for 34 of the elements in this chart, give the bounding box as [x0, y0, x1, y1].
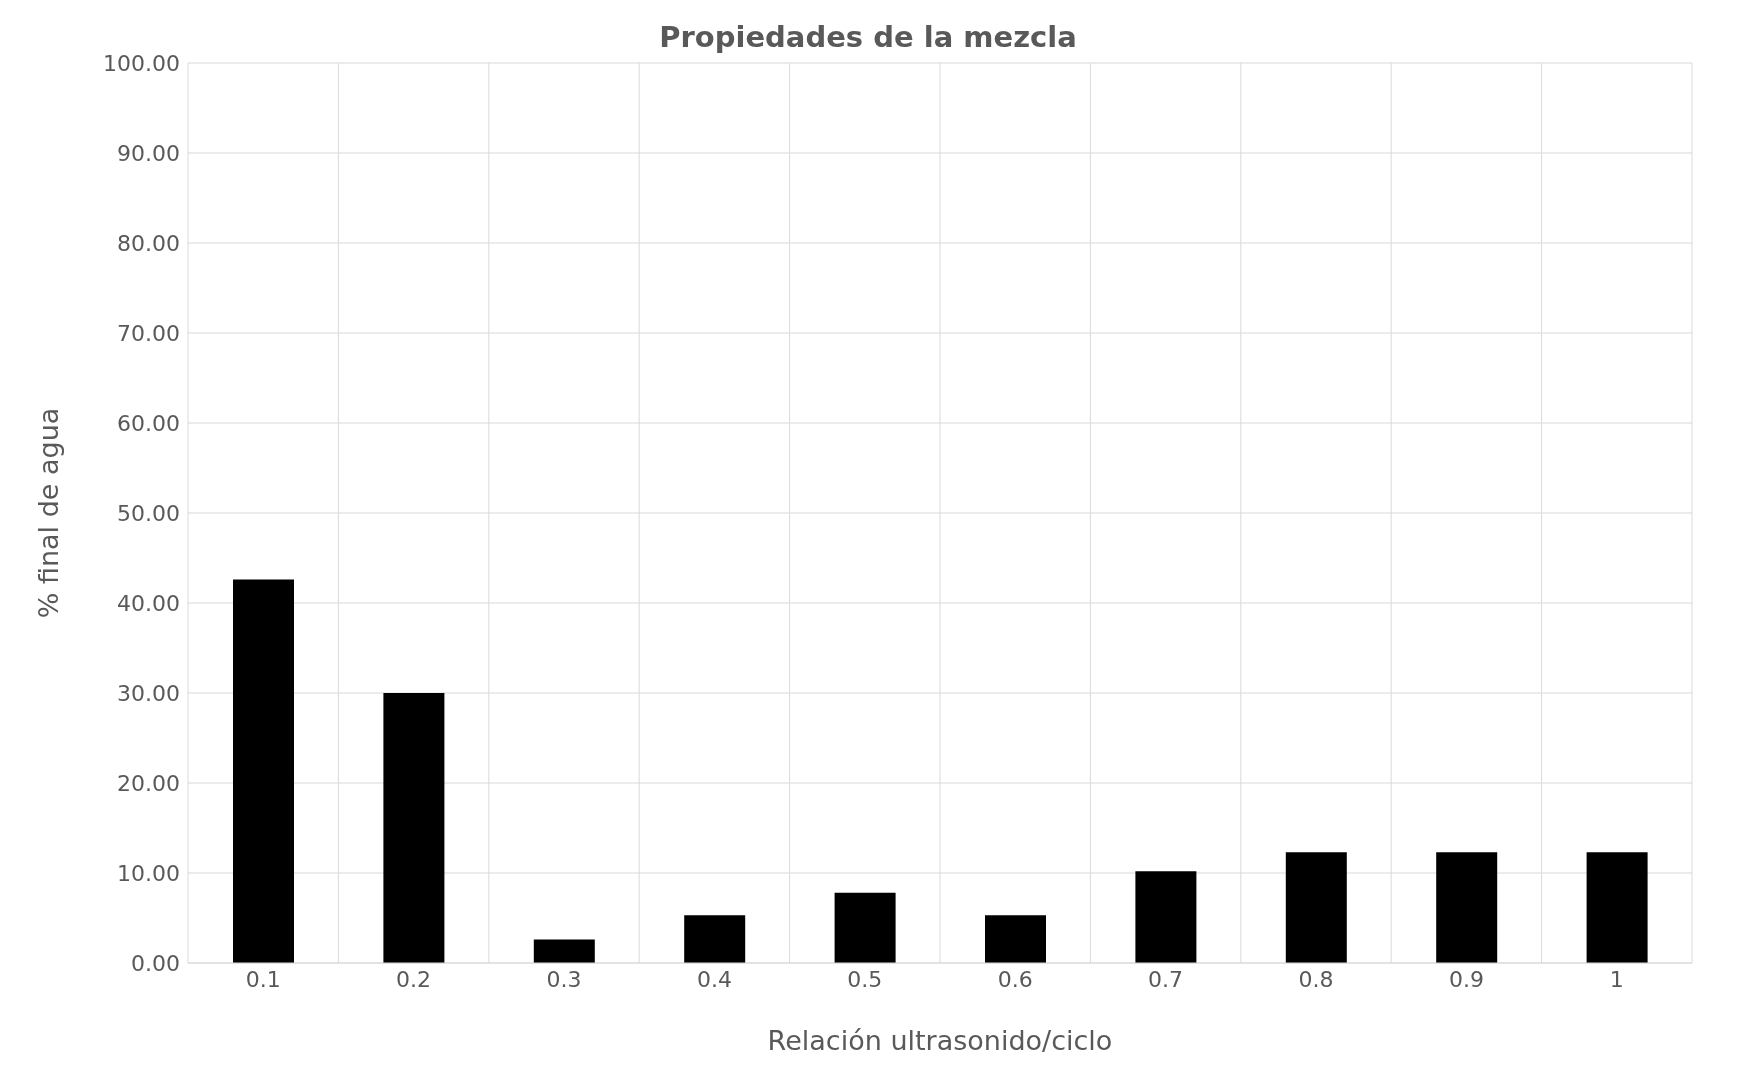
x-tick-label: 0.3 [546, 966, 582, 992]
bar [533, 939, 595, 963]
x-axis-title: Relación ultrasonido/ciclo [767, 1025, 1113, 1056]
bar [233, 579, 294, 963]
x-tick-label: 0.2 [396, 966, 432, 992]
y-tick-label: 20.00 [117, 770, 180, 796]
bar [1285, 852, 1347, 963]
x-tick-label: 0.6 [997, 966, 1033, 992]
bar [684, 915, 746, 963]
y-tick-label: 70.00 [117, 320, 180, 346]
x-tick-label: 0.7 [1148, 966, 1184, 992]
y-tick-label: 80.00 [117, 230, 180, 256]
bar [1135, 871, 1197, 963]
x-tick-label: 0.4 [696, 966, 732, 992]
y-tick-label: 50.00 [117, 500, 180, 526]
x-tick-label: 0.1 [245, 966, 281, 992]
y-tick-label: 10.00 [117, 860, 180, 886]
y-tick-label: 30.00 [117, 680, 180, 706]
bar [1436, 852, 1498, 963]
x-tick-label: 0.9 [1448, 966, 1484, 992]
x-tick-label: 0.5 [847, 966, 883, 992]
y-tick-label: 90.00 [117, 140, 180, 166]
x-tick-label: 1 [1609, 966, 1624, 992]
y-tick-label: 0.00 [131, 950, 180, 976]
bar [1586, 852, 1648, 963]
y-tick-label: 100.00 [103, 50, 180, 76]
y-tick-label: 60.00 [117, 410, 180, 436]
chart-title: Propiedades de la mezcla [659, 20, 1077, 54]
bar [985, 915, 1046, 963]
x-tick-label: 0.8 [1298, 966, 1334, 992]
y-tick-label: 40.00 [117, 590, 180, 616]
y-axis-title: % final de agua [32, 407, 64, 619]
bar [383, 693, 445, 963]
bar [834, 892, 896, 963]
